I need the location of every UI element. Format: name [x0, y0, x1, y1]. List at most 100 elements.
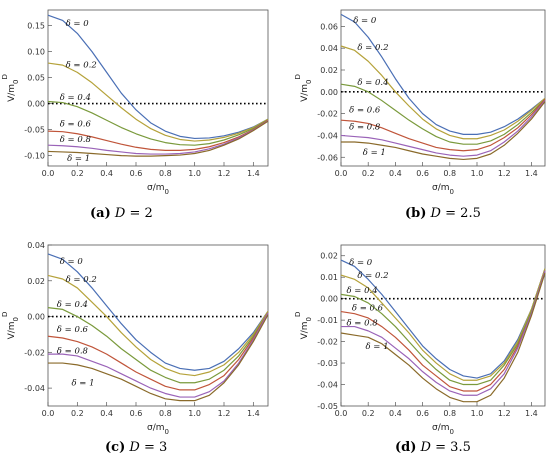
y-axis-label-d: V/m0D	[294, 312, 313, 340]
y-tick-label-d: 0.00	[320, 295, 338, 304]
curve-label-d-5: δ = 1	[365, 342, 388, 352]
x-tick-label-b: 0.6	[416, 169, 429, 178]
y-axis-label-b: V/m0D	[294, 74, 313, 102]
x-tick-label-b: 1.2	[498, 169, 511, 178]
series-line-a-3	[47, 119, 269, 151]
caption-d: (d) D = 3.5	[395, 440, 471, 455]
plot-frame-d	[340, 244, 546, 407]
x-tick-label-c: 1.0	[188, 409, 201, 418]
series-line-c-0	[47, 253, 269, 371]
series-line-d-2	[340, 270, 546, 386]
series-line-b-4	[340, 100, 546, 157]
y-tick-label-b: 0.00	[320, 88, 338, 97]
x-axis-label-a: σ/m0	[147, 183, 169, 196]
caption-b: (b) D = 2.5	[405, 206, 481, 221]
curve-label-b-3: δ = 0.6	[349, 105, 381, 115]
series-line-a-5	[47, 120, 269, 157]
x-tick-label-c: 0.4	[100, 409, 113, 418]
x-tick-label-b: 1.0	[471, 169, 484, 178]
x-tick-label-a: 0.6	[130, 169, 143, 178]
x-tick-label-b: 0.2	[362, 169, 375, 178]
y-tick-label-b: 0.02	[320, 66, 338, 75]
y-tick-label-b: -0.04	[317, 131, 338, 140]
x-axis-label-c: σ/m0	[147, 423, 169, 436]
x-tick-label-d: 0.6	[416, 409, 429, 418]
series-line-c-5	[48, 314, 269, 402]
x-tick-label-c: 0.2	[71, 409, 84, 418]
chart-b: 0.0 0.2 0.4 0.6 0.8 1.0 1.2 1.4 0.06 0.04 0.02 0.00…	[294, 9, 546, 196]
x-tick-label-c: 0.6	[130, 409, 143, 418]
plot-frame-b	[340, 9, 546, 167]
series-line-a-0	[47, 14, 269, 140]
caption-d-val: 3.5	[450, 440, 471, 455]
x-tick-label-a: 0.8	[159, 169, 172, 178]
y-tick-label-d: -0.03	[317, 359, 338, 368]
caption-d-tag: (d)	[395, 440, 417, 455]
curve-label-b-1: δ = 0.2	[357, 43, 388, 53]
curve-label-c-0: δ = 0	[60, 257, 84, 267]
y-tick-label-a: -0.05	[24, 126, 45, 135]
y-tick-label-d: -0.02	[317, 338, 338, 347]
series-line-b-1	[340, 45, 546, 140]
curve-label-c-2: δ = 0.4	[57, 300, 88, 310]
curve-label-b-5: δ = 1	[363, 148, 386, 158]
plot-frame-a	[47, 9, 269, 167]
plot-frame-c	[47, 244, 269, 407]
x-tick-label-a: 1.0	[188, 169, 201, 178]
y-tick-label-c: 0.02	[27, 277, 45, 286]
series-line-a-4	[47, 120, 269, 155]
x-tick-label-d: 0.2	[362, 409, 375, 418]
caption-c-val: 3	[158, 440, 168, 455]
y-tick-label-d: -0.05	[317, 402, 338, 411]
y-tick-label-d: 0.02	[320, 252, 338, 261]
caption-c-var: D	[129, 440, 140, 455]
series-line-c-2	[47, 307, 269, 384]
y-tick-label-a: 0.15	[27, 22, 45, 31]
series-line-d-3	[340, 270, 546, 392]
x-tick-label-a: 0.4	[100, 169, 113, 178]
y-tick-label-a: 0.00	[27, 100, 45, 109]
x-tick-label-b: 0.0	[335, 169, 348, 178]
curve-label-a-0: δ = 0	[66, 19, 90, 29]
caption-a-val: 2	[144, 206, 153, 221]
y-tick-label-b: -0.06	[317, 153, 338, 162]
curve-label-b-0: δ = 0	[353, 16, 377, 26]
x-tick-label-a: 1.2	[218, 169, 231, 178]
x-tick-label-c: 1.4	[247, 409, 260, 418]
series-line-c-4	[48, 312, 269, 398]
curve-label-c-4: δ = 0.8	[57, 347, 89, 357]
x-tick-label-a: 1.4	[247, 169, 260, 178]
y-tick-label-b: 0.06	[320, 22, 338, 31]
y-tick-label-c: 0.00	[27, 313, 45, 322]
y-tick-label-b: -0.02	[317, 110, 338, 119]
y-tick-label-c: -0.04	[24, 384, 45, 393]
curve-label-a-4: δ = 0.8	[60, 135, 92, 145]
series-line-d-5	[340, 272, 546, 403]
chart-d: 0.0 0.2 0.4 0.6 0.8 1.0 1.2 1.4 0.02 0.01 0.00 -0.0…	[294, 244, 546, 436]
y-tick-label-a: 0.05	[27, 74, 45, 83]
x-tick-label-c: 0.8	[159, 409, 172, 418]
curve-label-c-1: δ = 0.2	[66, 275, 97, 285]
caption-a-eq: =	[129, 206, 141, 221]
series-line-d-4	[341, 270, 546, 396]
caption-c-tag: (c)	[105, 440, 126, 455]
series-line-a-1	[47, 62, 269, 142]
x-tick-label-d: 1.2	[498, 409, 511, 418]
caption-a-tag: (a)	[90, 206, 111, 221]
x-tick-label-d: 1.4	[525, 409, 538, 418]
x-tick-label-d: 0.8	[443, 409, 456, 418]
caption-d-var: D	[420, 440, 431, 455]
curve-label-c-5: δ = 1	[71, 379, 94, 389]
chart-a: 0.0 0.2 0.4 0.6 0.8 1.0 1.2 1.4 0.15 0.10 0.05 0.00…	[1, 9, 269, 196]
series-line-d-0	[340, 259, 546, 379]
x-tick-label-c: 0.0	[42, 409, 55, 418]
caption-d-eq: =	[435, 440, 447, 455]
series-line-b-3	[340, 99, 546, 152]
x-tick-label-b: 0.8	[443, 169, 456, 178]
x-tick-label-a: 0.0	[42, 169, 55, 178]
y-tick-label-c: -0.02	[24, 348, 45, 357]
curve-label-b-2: δ = 0.4	[357, 78, 388, 88]
curve-label-d-4: δ = 0.8	[346, 318, 378, 328]
curve-label-c-3: δ = 0.6	[57, 325, 89, 335]
